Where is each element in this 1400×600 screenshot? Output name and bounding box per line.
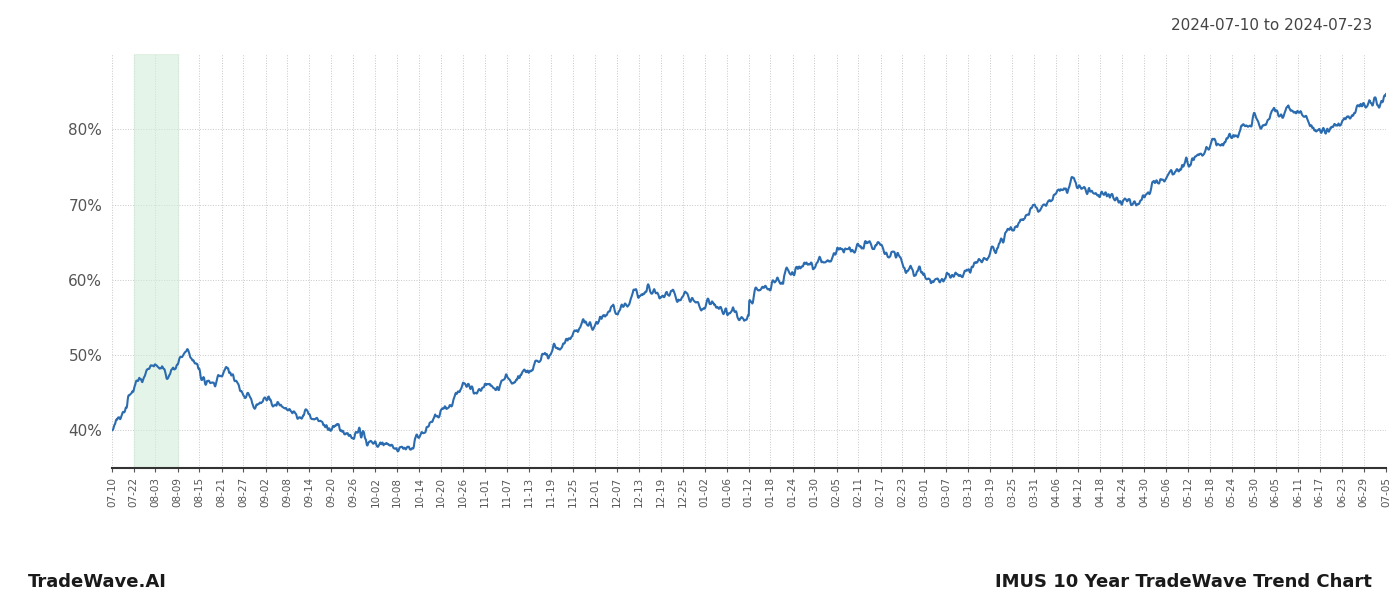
Text: 2024-07-10 to 2024-07-23: 2024-07-10 to 2024-07-23 — [1170, 18, 1372, 33]
Text: IMUS 10 Year TradeWave Trend Chart: IMUS 10 Year TradeWave Trend Chart — [995, 573, 1372, 591]
Bar — [134, 54, 178, 468]
Text: TradeWave.AI: TradeWave.AI — [28, 573, 167, 591]
